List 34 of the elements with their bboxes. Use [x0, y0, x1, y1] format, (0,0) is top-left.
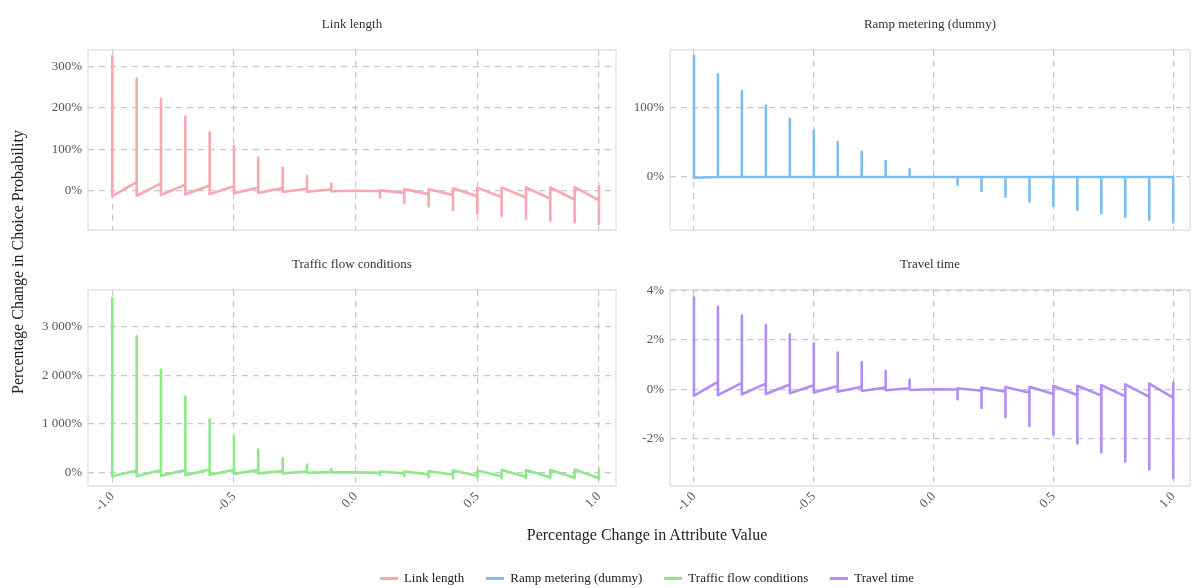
x-tick-label: 0.0 [338, 488, 361, 511]
x-tick-label: 1.0 [581, 488, 604, 511]
chart-title: Traffic flow conditions [291, 256, 413, 272]
legend-label: Ramp metering (dummy) [510, 570, 643, 586]
y-axis-title: Percentage Change in Choice Probability [9, 130, 27, 394]
y-tick-label: 2% [646, 331, 665, 347]
y-tick-label: 2 000% [41, 366, 83, 382]
x-tick-label: -0.5 [793, 488, 819, 514]
y-tick-label: 1 000% [41, 415, 83, 431]
y-tick-label: 0% [64, 463, 83, 479]
x-tick-label: -0.5 [213, 488, 239, 514]
chart-title: Ramp metering (dummy) [862, 16, 998, 32]
y-tick-label: 3 000% [41, 318, 83, 334]
chart-title: Link length [320, 16, 384, 32]
y-tick-label: 0% [646, 380, 665, 396]
x-tick-label: 0.0 [916, 488, 939, 511]
x-tick-label: -1.0 [673, 488, 699, 514]
y-tick-label: -2% [642, 429, 665, 445]
y-tick-label: 300% [51, 57, 83, 73]
legend-label: Travel time [854, 570, 915, 586]
legend-label: Link length [403, 570, 465, 586]
x-axis-title: Percentage Change in Attribute Value [525, 526, 769, 544]
x-tick-label: 0.5 [459, 488, 482, 511]
y-tick-label: 0% [64, 182, 83, 198]
legend-label: Traffic flow conditions [688, 570, 809, 586]
x-tick-label: 1.0 [1155, 488, 1178, 511]
y-tick-label: 4% [646, 282, 665, 298]
y-tick-label: 0% [646, 168, 665, 184]
y-tick-label: 100% [51, 140, 83, 156]
x-tick-label: 0.5 [1035, 488, 1058, 511]
y-tick-label: 100% [633, 98, 665, 114]
x-tick-label: -1.0 [91, 488, 117, 514]
chart-title: Travel time [899, 256, 961, 272]
y-tick-label: 200% [51, 99, 83, 115]
